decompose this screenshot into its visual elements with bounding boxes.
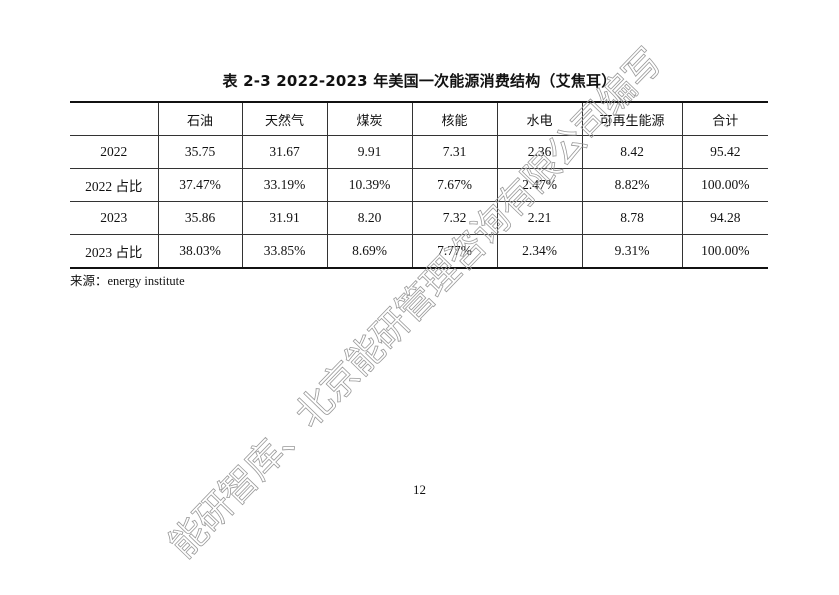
table-cell: 7.67% [411, 168, 497, 202]
table-cell: 8.42 [581, 135, 682, 169]
table-row: 2022 占比 37.47% 33.19% 10.39% 7.67% 2.47% 8.82%… [70, 168, 768, 202]
source-note: 来源：energy institute [70, 274, 185, 288]
table-cell: 95.42 [681, 135, 768, 169]
column-header: 可再生能源 [581, 102, 682, 136]
page-number: 12 [413, 482, 426, 497]
table-cell: 9.91 [326, 135, 412, 169]
row-label: 2022 [100, 144, 128, 159]
column-header: 水电 [496, 102, 582, 136]
column-header: 天然气 [241, 102, 327, 136]
table-cell: 7.77% [411, 234, 497, 268]
table-cell: 8.82% [581, 168, 682, 202]
table-cell: 33.19% [241, 168, 327, 202]
table-cell: 35.75 [157, 135, 242, 169]
table-cell: 10.39% [326, 168, 412, 202]
table-cell: 35.86 [157, 201, 242, 235]
table-cell: 2.34% [496, 234, 582, 268]
table-title: 表 2-3 2022-2023 年美国一次能源消费结构（艾焦耳） [222, 72, 617, 90]
table-cell: 7.31 [411, 135, 497, 169]
table-cell: 94.28 [681, 201, 768, 235]
column-header: 石油 [157, 102, 242, 136]
table-cell: 37.47% [157, 168, 242, 202]
table-cell: 2.47% [496, 168, 582, 202]
table-cell: 2.21 [496, 201, 582, 235]
table-row: 2023 35.86 31.91 8.20 7.32 2.21 8.78 94.28 [70, 201, 768, 235]
table-cell: 100.00% [681, 168, 768, 202]
column-header: 核能 [411, 102, 497, 136]
table-cell: 7.32 [411, 201, 497, 235]
table-cell: 38.03% [157, 234, 242, 268]
column-header: 煤炭 [326, 102, 412, 136]
row-label: 2022 占比 [85, 179, 143, 194]
row-label: 2023 占比 [85, 245, 143, 260]
column-header: 合计 [681, 102, 768, 136]
energy-consumption-table: 石油 天然气 煤炭 核能 水电 可再生能源 合计 2022 35.75 31.67 9.91 7.3… [70, 101, 768, 269]
table-cell: 8.78 [581, 201, 682, 235]
table-cell: 9.31% [581, 234, 682, 268]
row-label: 2023 [100, 210, 128, 225]
column-header [70, 102, 158, 136]
table-row: 2023 占比 38.03% 33.85% 8.69% 7.77% 2.34% 9.31% 1… [70, 234, 768, 268]
table-cell: 8.20 [326, 201, 412, 235]
table-cell: 31.67 [241, 135, 327, 169]
table-cell: 2.36 [496, 135, 582, 169]
table-row: 2022 35.75 31.67 9.91 7.31 2.36 8.42 95.42 [70, 135, 768, 169]
table-cell: 31.91 [241, 201, 327, 235]
table-cell: 100.00% [681, 234, 768, 268]
table-cell: 8.69% [326, 234, 412, 268]
table-cell: 33.85% [241, 234, 327, 268]
table-header-row: 石油 天然气 煤炭 核能 水电 可再生能源 合计 [70, 102, 768, 136]
